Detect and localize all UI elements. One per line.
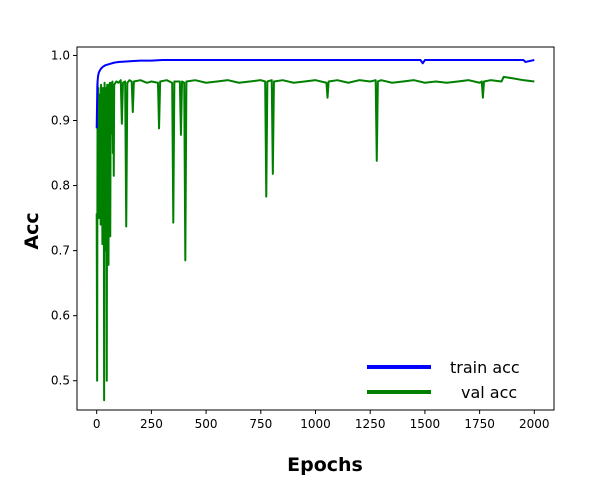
series-line-train-acc [95, 59, 535, 129]
x-tick-label: 1500 [410, 417, 441, 431]
y-axis-title: Acc [21, 212, 43, 249]
y-tick-label: 1.0 [51, 48, 70, 62]
y-axis-ticks: 0.5 0.6 0.7 0.8 0.9 1.0 [51, 48, 77, 388]
x-axis-ticks: 0 250 500 750 1000 1250 1500 1750 2000 [93, 410, 550, 431]
x-tick-label: 750 [249, 417, 272, 431]
x-tick-label: 500 [195, 417, 218, 431]
legend: train acc val acc [367, 358, 520, 402]
series-layer [95, 59, 535, 402]
x-tick-label: 2000 [519, 417, 550, 431]
legend-label-train-acc: train acc [450, 358, 520, 377]
x-tick-label: 1750 [464, 417, 495, 431]
y-tick-label: 0.7 [51, 244, 70, 258]
x-tick-label: 1250 [355, 417, 386, 431]
x-axis-title: Epochs [287, 454, 363, 476]
series-line-val-acc [95, 75, 535, 402]
x-tick-label: 1000 [300, 417, 331, 431]
plot-area-frame [76, 46, 555, 411]
legend-label-val-acc: val acc [461, 383, 517, 402]
y-tick-label: 0.5 [51, 374, 70, 388]
y-tick-label: 0.8 [51, 179, 70, 193]
y-tick-label: 0.9 [51, 114, 70, 128]
y-tick-label: 0.6 [51, 309, 70, 323]
x-tick-label: 250 [140, 417, 163, 431]
x-tick-label: 0 [93, 417, 101, 431]
